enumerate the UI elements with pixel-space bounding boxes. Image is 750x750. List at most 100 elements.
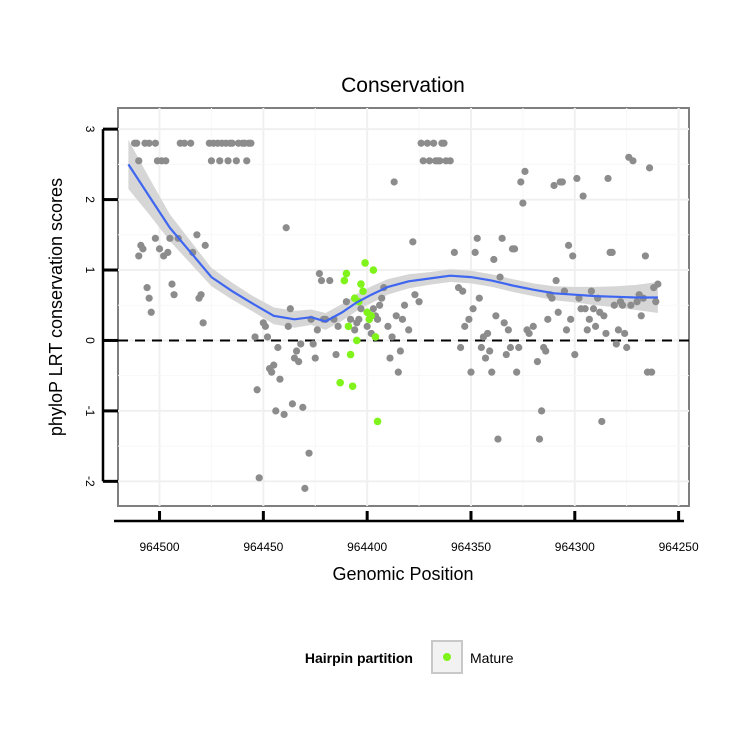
data-point-other xyxy=(276,375,284,383)
data-point-other xyxy=(369,305,377,313)
data-point-other xyxy=(519,199,527,207)
data-point-other xyxy=(411,291,419,299)
x-tick-label: 964250 xyxy=(659,540,699,554)
legend-key-box xyxy=(431,640,463,674)
data-point-other xyxy=(193,231,201,239)
data-point-other xyxy=(567,315,575,323)
data-point-other xyxy=(292,347,301,355)
data-point-other xyxy=(228,139,236,147)
data-point-other xyxy=(446,157,454,165)
data-point-other xyxy=(529,322,537,330)
data-point-other xyxy=(573,174,581,183)
data-point-other xyxy=(654,280,662,288)
data-point-other xyxy=(513,368,521,376)
data-point-other xyxy=(645,164,654,172)
data-point-other xyxy=(297,340,305,348)
data-point-mature xyxy=(344,322,353,331)
data-point-other xyxy=(135,157,143,165)
data-point-other xyxy=(392,312,400,320)
data-point-mature xyxy=(367,312,376,320)
data-point-other xyxy=(537,407,546,415)
data-point-mature xyxy=(357,280,365,288)
data-point-other xyxy=(232,157,240,165)
data-point-other xyxy=(423,139,431,147)
data-point-other xyxy=(554,308,562,316)
legend-key-mature-point xyxy=(443,653,451,661)
data-point-mature xyxy=(342,269,351,278)
y-tick-label: 3 xyxy=(83,126,97,133)
data-point-other xyxy=(477,343,485,352)
data-point-other xyxy=(581,305,589,313)
data-point-mature xyxy=(369,266,378,274)
data-point-other xyxy=(396,347,404,355)
data-point-other xyxy=(550,181,558,190)
data-point-other xyxy=(492,312,500,320)
x-tick-label: 964400 xyxy=(347,540,387,554)
data-point-other xyxy=(521,167,529,175)
data-point-other xyxy=(263,333,272,341)
data-point-other xyxy=(280,410,288,419)
data-point-mature xyxy=(348,382,357,391)
data-point-other xyxy=(535,435,544,443)
data-point-other xyxy=(610,301,618,309)
data-point-other xyxy=(571,350,579,359)
data-point-other xyxy=(342,298,350,306)
confidence-band xyxy=(128,139,658,330)
data-point-other xyxy=(621,329,629,338)
data-point-other xyxy=(633,298,641,306)
x-tick-label: 964500 xyxy=(140,540,180,554)
data-point-other xyxy=(255,474,263,482)
data-point-other xyxy=(614,326,623,334)
x-tick-label: 964350 xyxy=(451,540,491,554)
data-point-other xyxy=(502,350,510,359)
data-point-other xyxy=(500,319,508,327)
data-point-other xyxy=(274,343,282,352)
data-point-other xyxy=(311,354,319,362)
data-point-other xyxy=(151,234,159,242)
data-point-mature xyxy=(336,378,344,387)
data-point-other xyxy=(145,139,153,147)
data-point-other xyxy=(143,284,151,292)
y-tick-label: 2 xyxy=(83,196,97,203)
data-point-other xyxy=(166,234,174,242)
data-point-other xyxy=(346,315,355,323)
smooth-curve xyxy=(127,163,658,323)
data-point-other xyxy=(517,178,525,186)
data-point-other xyxy=(326,276,334,285)
data-point-other xyxy=(299,403,307,411)
data-point-other xyxy=(376,301,384,309)
y-tick-label: 0 xyxy=(83,337,97,344)
data-point-other xyxy=(363,322,371,330)
data-point-other xyxy=(652,298,660,306)
data-point-mature xyxy=(359,287,367,295)
x-axis: 964500 964450 964400 964350 964300 964250 xyxy=(114,511,699,554)
data-point-other xyxy=(394,368,402,376)
data-point-other xyxy=(591,322,600,330)
data-point-other xyxy=(147,308,155,316)
legend: Hairpin partition Mature xyxy=(305,640,514,674)
data-point-other xyxy=(425,157,434,165)
data-point-other xyxy=(465,315,473,323)
data-point-other xyxy=(515,343,523,352)
data-point-other xyxy=(247,139,255,147)
data-point-other xyxy=(168,280,176,288)
data-point-other xyxy=(409,238,417,246)
data-point-other xyxy=(494,435,502,443)
data-point-other xyxy=(440,139,448,147)
y-axis-title: phyloP LRT conservation scores xyxy=(46,178,66,436)
data-point-other xyxy=(461,322,469,330)
data-point-other xyxy=(286,305,294,313)
x-tick-label: 964300 xyxy=(555,540,595,554)
data-point-other xyxy=(579,192,587,200)
data-point-other xyxy=(459,287,467,295)
y-tick-label: 1 xyxy=(83,267,97,274)
data-point-other xyxy=(641,252,649,260)
data-point-other xyxy=(207,157,216,165)
data-point-other xyxy=(544,315,552,323)
data-point-other xyxy=(309,340,317,348)
data-point-other xyxy=(305,449,313,457)
data-point-mature xyxy=(371,333,380,341)
data-point-other xyxy=(589,305,598,313)
data-point-other xyxy=(334,322,342,330)
